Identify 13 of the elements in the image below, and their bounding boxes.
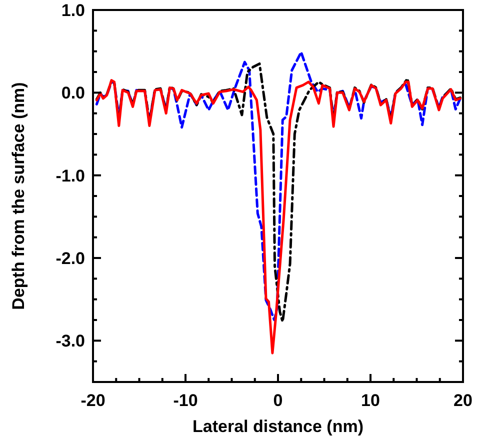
- x-tick-label: -20: [80, 391, 106, 410]
- y-axis-title: Depth from the surface (nm): [9, 82, 28, 310]
- y-tick-label: -1.0: [56, 166, 85, 186]
- x-tick-label: 10: [361, 391, 380, 410]
- x-tick-label: 20: [454, 391, 472, 410]
- y-tick-label: 0.0: [61, 84, 85, 103]
- y-tick-label: -2.0: [56, 249, 85, 268]
- line-series: [95, 79, 462, 354]
- y-tick-label: 1.0: [61, 1, 85, 20]
- x-axis-title: Lateral distance (nm): [192, 417, 364, 436]
- x-tick-label: -10: [173, 391, 198, 410]
- x-tick-label: 0: [273, 391, 283, 410]
- text: -3.0: [56, 332, 85, 351]
